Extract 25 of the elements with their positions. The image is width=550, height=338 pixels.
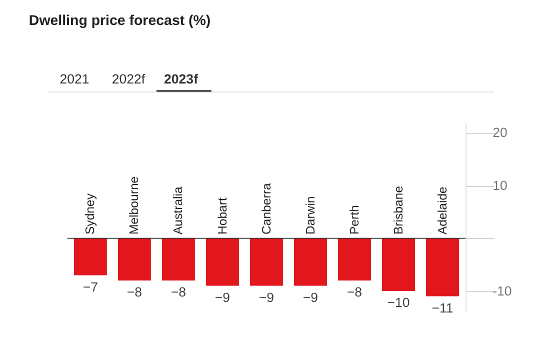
text: 2022f	[112, 72, 146, 87]
x-tick-label: Australia	[171, 186, 186, 235]
text: 2023f	[164, 72, 199, 87]
x-tick-label: Hobart	[215, 197, 230, 235]
text: 2021	[60, 72, 90, 87]
data-label: −7	[82, 279, 98, 294]
x-tick-label: Melbourne	[127, 176, 142, 235]
data-label: −9	[302, 290, 318, 305]
y-tick-label: -10	[492, 283, 512, 298]
data-label: −11	[432, 300, 454, 316]
data-label: −8	[346, 284, 362, 300]
x-tick-label: Adelaide	[435, 186, 450, 235]
data-label: −9	[258, 290, 274, 305]
data-label: −8	[170, 284, 186, 300]
x-tick-label: Sydney	[83, 192, 98, 235]
chart-title: Dwelling price forecast (%)	[28, 12, 211, 29]
data-label: −10	[387, 295, 410, 310]
x-tick-label: Canberra	[259, 183, 274, 235]
x-tick-label: Brisbane	[391, 186, 406, 235]
data-label: −8	[126, 284, 142, 300]
y-tick-label: 20	[492, 125, 508, 140]
data-label: −9	[214, 290, 230, 305]
y-tick-label: 10	[492, 178, 508, 193]
x-tick-label: Perth	[347, 204, 362, 235]
x-tick-label: Darwin	[303, 196, 318, 235]
